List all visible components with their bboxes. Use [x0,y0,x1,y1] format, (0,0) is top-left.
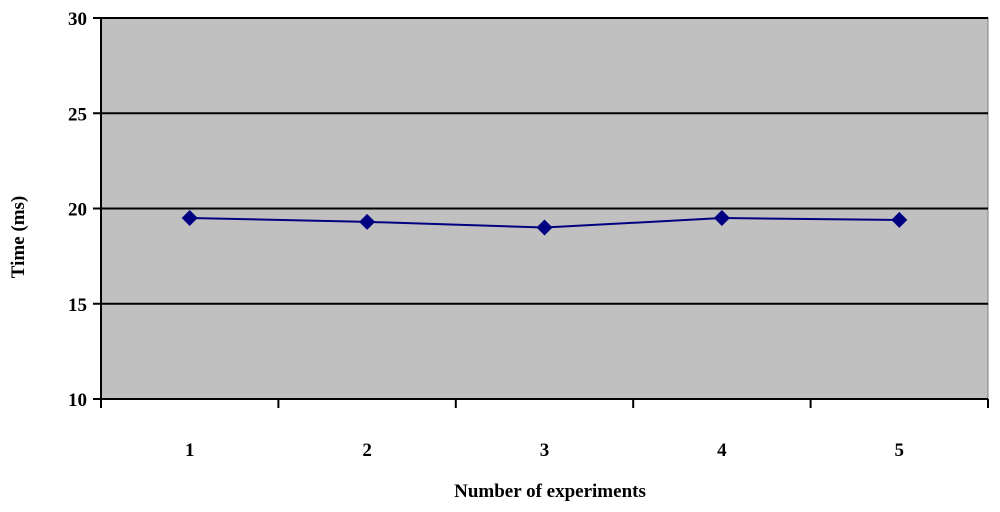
axes [93,17,989,408]
x-tick-label: 5 [895,440,905,461]
gridlines [101,17,988,305]
x-tick-label: 3 [540,440,550,461]
data-point [359,213,376,230]
data-point [536,219,553,236]
x-tick-label: 4 [717,440,727,461]
x-tick-label: 1 [185,440,195,461]
data-point [181,210,198,227]
data-point [713,210,730,227]
y-axis-title: Time (ms) [8,196,29,279]
x-tick-label: 2 [362,440,372,461]
y-tick-label: 30 [68,9,87,30]
tick-labels: 10 15 20 25 30 1 2 3 4 5 [68,9,904,461]
y-tick-label: 25 [68,104,87,125]
data-series [181,210,908,236]
x-axis-title: Number of experiments [454,481,646,502]
y-tick-label: 20 [68,200,87,221]
y-tick-label: 15 [68,295,87,316]
data-point [891,211,908,228]
y-tick-label: 10 [68,390,87,411]
